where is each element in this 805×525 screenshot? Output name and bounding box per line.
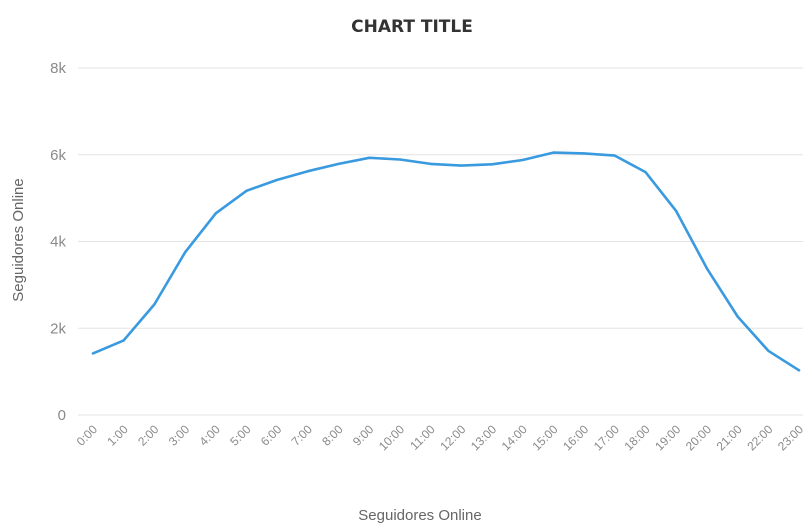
x-tick-label: 16:00 [560,422,591,453]
y-tick-label: 0 [58,407,66,424]
x-tick-label: 17:00 [591,422,622,453]
x-tick-label: 20:00 [683,422,714,453]
x-tick-label: 7:00 [289,422,316,449]
x-tick-label: 0:00 [74,422,101,449]
data-point [767,349,770,353]
x-tick-label: 1:00 [104,422,131,449]
x-tick-label: 5:00 [227,422,254,449]
series-line-0 [91,151,801,372]
x-axis-label: Seguidores Online [358,507,481,524]
data-point [429,162,432,166]
data-point [521,158,524,162]
x-tick-label: 18:00 [622,422,653,453]
x-tick-label: 23:00 [775,422,805,453]
chart-title: CHART TITLE [351,17,473,37]
x-tick-label: 15:00 [529,422,560,453]
data-point [552,151,555,154]
y-axis-label: Seguidores Online [10,178,27,301]
gridlines [78,67,803,416]
x-tick-label: 14:00 [499,422,530,453]
data-point [153,303,156,306]
data-point [306,170,310,173]
y-tick-label: 2k [50,320,66,337]
x-tick-label: 22:00 [744,422,775,453]
data-point [275,178,279,182]
series-layer [91,151,801,372]
x-tick-label: 13:00 [468,422,499,453]
data-point [183,251,187,254]
data-point [214,212,217,215]
x-axis-ticks: 0:00 1:00 2:00 3:00 4:00 5:00 6:00 7:00 8:00 9:00… [74,422,805,453]
data-point [245,189,248,192]
data-point [368,156,371,159]
x-tick-label: 9:00 [350,422,377,449]
x-tick-label: 3:00 [166,422,193,449]
x-tick-label: 8:00 [319,422,346,449]
y-tick-label: 4k [50,234,66,251]
data-point [644,170,647,174]
y-tick-label: 8k [50,60,66,77]
data-point [337,162,340,166]
data-point [582,152,586,155]
y-axis-ticks: 0 2k 4k 6k 8k [50,60,66,424]
x-tick-label: 4:00 [196,422,223,449]
data-point [613,154,617,157]
data-point [675,209,678,213]
data-point [122,339,125,342]
data-point [705,267,709,270]
x-tick-label: 11:00 [407,422,438,453]
x-tick-label: 6:00 [258,422,285,449]
x-tick-label: 21:00 [714,422,745,453]
data-point [398,158,402,161]
data-point [460,164,463,167]
data-point [490,163,494,166]
data-point [91,352,95,355]
x-tick-label: 12:00 [437,422,468,453]
data-point [797,369,801,372]
x-tick-label: 10:00 [376,422,407,453]
x-tick-label: 2:00 [135,422,162,449]
x-tick-label: 19:00 [652,422,683,453]
data-point [736,315,739,318]
y-tick-label: 6k [50,147,66,164]
